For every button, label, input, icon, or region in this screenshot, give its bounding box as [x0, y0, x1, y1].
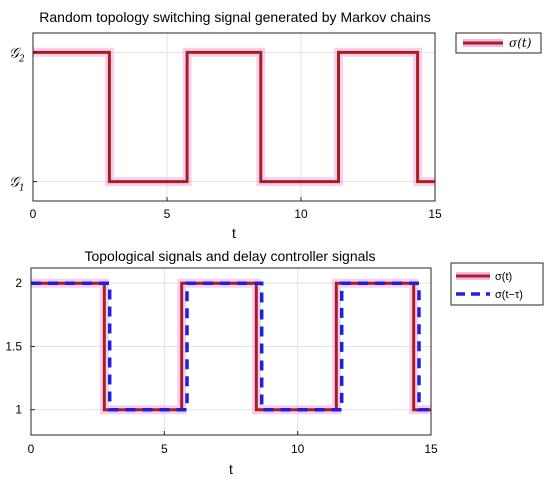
- bottom-x-tick-label: 5: [161, 442, 168, 456]
- top-plot-area: [33, 33, 435, 201]
- top-y-ticks: 𝒢1 𝒢2: [9, 45, 37, 194]
- top-series-1-line: [33, 50, 435, 184]
- top-y-tick-label: 𝒢1: [9, 175, 25, 194]
- bottom-series-2-line: [31, 281, 431, 412]
- top-x-tick-label: 15: [428, 207, 442, 221]
- bottom-y-tick-label: 2: [15, 276, 22, 290]
- bottom-plot-area: [31, 268, 431, 435]
- bottom-x-tick-label: 0: [28, 442, 35, 456]
- bottom-legend-box: [450, 262, 544, 306]
- bottom-chart-title: Topological signals and delay controller…: [84, 248, 375, 264]
- top-y-tick-label: 𝒢2: [9, 45, 25, 64]
- bottom-x-ticks: 0 5 10 15: [28, 431, 438, 456]
- bottom-y-tick-label: 1: [15, 403, 22, 417]
- top-x-tick-label: 5: [164, 207, 171, 221]
- top-x-tick-label: 10: [294, 207, 308, 221]
- bottom-legend-label-1: σ(t): [495, 271, 512, 283]
- bottom-x-axis-label: t: [229, 461, 233, 477]
- bottom-legend: σ(t) σ(t−τ): [450, 262, 544, 306]
- top-x-ticks: 0 5 10 15: [30, 197, 442, 221]
- bottom-y-tick-label: 1.5: [5, 339, 22, 353]
- top-legend-label: σ(t): [509, 36, 532, 50]
- top-x-tick-label: 0: [30, 207, 37, 221]
- bottom-axes-box: [30, 267, 432, 436]
- bottom-chart: Topological signals and delay controller…: [5, 248, 544, 477]
- top-x-axis-label: t: [232, 225, 236, 241]
- bottom-x-tick-label: 15: [424, 442, 438, 456]
- top-axes-box: [32, 32, 436, 202]
- top-legend: σ(t): [455, 32, 542, 54]
- bottom-series-layer: [31, 278, 431, 415]
- bottom-legend-label-2: σ(t−τ): [495, 289, 523, 301]
- top-chart: Random topology switching signal generat…: [9, 9, 542, 241]
- top-series-layer: [33, 47, 435, 187]
- bottom-x-tick-label: 10: [291, 442, 305, 456]
- bottom-series-1-line: [31, 281, 431, 412]
- top-chart-title: Random topology switching signal generat…: [39, 9, 430, 25]
- bottom-y-ticks: 11.52: [5, 276, 35, 417]
